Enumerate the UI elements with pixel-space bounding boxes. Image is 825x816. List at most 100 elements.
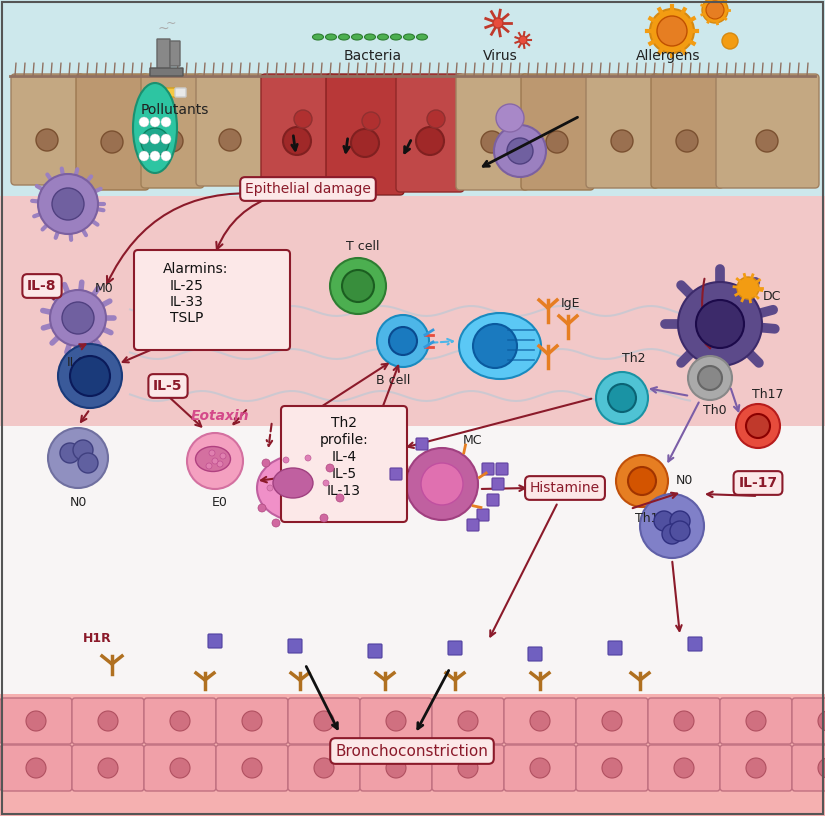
Circle shape	[416, 127, 444, 155]
Circle shape	[209, 450, 215, 456]
Circle shape	[657, 16, 687, 46]
Circle shape	[676, 130, 698, 152]
Circle shape	[386, 711, 406, 731]
FancyBboxPatch shape	[521, 74, 594, 190]
Circle shape	[73, 440, 93, 460]
FancyBboxPatch shape	[720, 698, 792, 744]
Circle shape	[150, 134, 160, 144]
Circle shape	[406, 448, 478, 520]
Circle shape	[52, 188, 84, 220]
Circle shape	[60, 443, 80, 463]
Circle shape	[351, 129, 379, 157]
FancyBboxPatch shape	[360, 745, 432, 791]
Text: IL-4: IL-4	[332, 450, 356, 464]
Circle shape	[706, 1, 724, 19]
Circle shape	[458, 711, 478, 731]
FancyBboxPatch shape	[326, 74, 404, 195]
Circle shape	[36, 129, 58, 151]
Circle shape	[150, 117, 160, 127]
Ellipse shape	[326, 34, 337, 40]
FancyBboxPatch shape	[432, 698, 504, 744]
Text: IgE: IgE	[560, 296, 580, 309]
FancyBboxPatch shape	[648, 698, 720, 744]
Circle shape	[267, 485, 273, 491]
FancyBboxPatch shape	[390, 468, 402, 480]
Circle shape	[496, 104, 524, 132]
FancyBboxPatch shape	[504, 745, 576, 791]
FancyBboxPatch shape	[216, 745, 288, 791]
Circle shape	[702, 0, 728, 23]
Circle shape	[654, 511, 674, 531]
Circle shape	[628, 467, 656, 495]
Text: Allergens: Allergens	[636, 49, 700, 63]
Circle shape	[98, 711, 118, 731]
Text: TSLP: TSLP	[170, 311, 204, 325]
FancyBboxPatch shape	[170, 41, 180, 66]
Text: Th0: Th0	[703, 403, 727, 416]
FancyBboxPatch shape	[261, 74, 334, 192]
Circle shape	[608, 384, 636, 412]
Circle shape	[161, 130, 183, 152]
FancyBboxPatch shape	[76, 74, 149, 190]
FancyBboxPatch shape	[688, 637, 702, 651]
Ellipse shape	[459, 313, 541, 379]
Ellipse shape	[273, 468, 313, 498]
Circle shape	[26, 758, 46, 778]
FancyBboxPatch shape	[0, 698, 72, 744]
Text: Eotaxin: Eotaxin	[191, 409, 249, 423]
Text: Th17: Th17	[752, 388, 784, 401]
Circle shape	[507, 138, 533, 164]
Circle shape	[314, 758, 334, 778]
FancyBboxPatch shape	[0, 426, 825, 696]
Text: DC: DC	[763, 290, 781, 303]
Circle shape	[662, 524, 682, 544]
FancyBboxPatch shape	[150, 68, 183, 76]
Text: E0: E0	[212, 496, 228, 509]
Text: ~: ~	[166, 17, 177, 30]
FancyBboxPatch shape	[144, 745, 216, 791]
Text: MC: MC	[462, 433, 482, 446]
Circle shape	[272, 519, 280, 527]
Circle shape	[746, 414, 770, 438]
FancyBboxPatch shape	[576, 698, 648, 744]
FancyBboxPatch shape	[416, 438, 428, 450]
Text: Th2: Th2	[622, 352, 646, 365]
FancyBboxPatch shape	[288, 745, 360, 791]
FancyBboxPatch shape	[496, 463, 508, 475]
Circle shape	[698, 366, 722, 390]
Circle shape	[611, 130, 633, 152]
Circle shape	[258, 504, 266, 512]
Circle shape	[217, 461, 223, 467]
Text: IL-5: IL-5	[332, 467, 356, 481]
FancyBboxPatch shape	[792, 698, 825, 744]
Circle shape	[678, 282, 762, 366]
Ellipse shape	[378, 34, 389, 40]
FancyBboxPatch shape	[504, 698, 576, 744]
FancyBboxPatch shape	[157, 39, 170, 71]
Circle shape	[98, 758, 118, 778]
Circle shape	[314, 711, 334, 731]
Circle shape	[616, 455, 668, 507]
Circle shape	[596, 372, 648, 424]
Circle shape	[530, 711, 550, 731]
Circle shape	[818, 758, 825, 778]
Circle shape	[305, 455, 311, 461]
Circle shape	[670, 511, 690, 531]
Circle shape	[481, 131, 503, 153]
Circle shape	[320, 514, 328, 522]
FancyBboxPatch shape	[448, 641, 462, 655]
FancyBboxPatch shape	[528, 647, 542, 661]
Text: N0: N0	[69, 495, 87, 508]
FancyBboxPatch shape	[716, 74, 819, 188]
FancyBboxPatch shape	[288, 698, 360, 744]
Circle shape	[150, 151, 160, 161]
Circle shape	[242, 711, 262, 731]
Circle shape	[161, 134, 171, 144]
FancyBboxPatch shape	[487, 494, 499, 506]
FancyBboxPatch shape	[0, 694, 825, 816]
Circle shape	[696, 300, 744, 348]
Text: T cell: T cell	[346, 240, 380, 252]
Ellipse shape	[141, 128, 169, 156]
Circle shape	[674, 711, 694, 731]
Circle shape	[746, 758, 766, 778]
